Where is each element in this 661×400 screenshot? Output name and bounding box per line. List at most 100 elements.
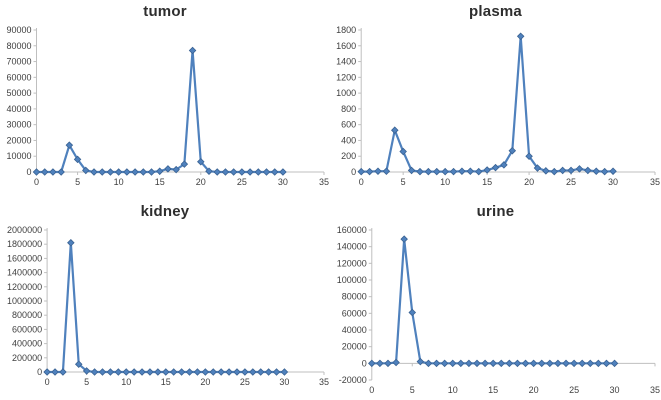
chart-plasma: plasma 0 200 400 600 800 1000 1200 1400 1600 1800… — [330, 0, 661, 200]
chart-title-tumor: tumor — [143, 3, 187, 20]
x-axis-tick-label: 15 — [488, 385, 498, 395]
data-point-marker — [32, 168, 41, 176]
data-point-marker — [122, 368, 130, 376]
y-axis-tick-label: 10000 — [6, 151, 31, 161]
data-point-marker — [602, 359, 611, 368]
data-point-marker — [162, 368, 170, 376]
chart-tumor: tumor 0 10000 20000 30000 40000 50000 60000 700… — [0, 0, 330, 200]
data-point-marker — [279, 168, 287, 176]
data-point-marker — [49, 168, 57, 176]
data-point-marker — [249, 368, 257, 376]
data-point-marker — [180, 160, 189, 168]
data-point-marker — [458, 167, 466, 175]
data-point-marker — [59, 368, 67, 376]
data-point-marker — [533, 164, 542, 172]
data-point-marker — [600, 167, 609, 176]
data-point-marker — [481, 359, 489, 368]
data-point-marker — [491, 163, 500, 172]
x-axis-tick-label: 20 — [529, 385, 539, 395]
y-axis-tick-label: 600000 — [12, 324, 42, 334]
data-point-marker — [130, 368, 138, 376]
series-line — [370, 238, 616, 365]
data-point-marker — [357, 167, 365, 176]
data-point-marker — [578, 359, 586, 368]
data-point-marker — [177, 368, 186, 376]
y-axis-tick-label: 200000 — [12, 353, 42, 363]
y-axis-tick-label: 20000 — [6, 135, 31, 145]
data-point-marker — [155, 167, 164, 175]
data-point-marker — [229, 168, 238, 176]
data-point-marker — [209, 368, 218, 376]
x-axis-tick-label: 30 — [608, 177, 618, 187]
data-point-marker — [558, 166, 567, 175]
y-axis-tick-label: 120000 — [337, 258, 367, 268]
data-point-marker — [440, 359, 449, 368]
data-point-marker — [594, 359, 603, 368]
data-point-marker — [154, 368, 162, 376]
data-point-marker — [542, 167, 550, 175]
data-point-marker — [65, 141, 74, 149]
data-point-marker — [382, 167, 391, 175]
series-line — [35, 49, 285, 174]
data-point-marker — [407, 166, 416, 175]
data-point-marker — [40, 168, 49, 176]
data-point-marker — [554, 359, 562, 368]
y-axis-tick-label: 80000 — [342, 292, 367, 302]
y-axis-tick-label: 60000 — [6, 72, 31, 82]
x-axis-tick-label: 10 — [121, 377, 131, 387]
y-axis-tick-label: 800000 — [12, 310, 42, 320]
data-point-marker — [205, 167, 213, 175]
y-axis-tick-label: 50000 — [6, 88, 31, 98]
x-axis-tick-label: 0 — [369, 385, 374, 395]
x-axis-tick-label: 30 — [278, 177, 288, 187]
plasma-plot-svg: 0 200 400 600 800 1000 1200 1400 1600 1800 0 5 10 15 2… — [336, 25, 660, 187]
y-axis-tick-label: 1200000 — [7, 282, 42, 292]
data-point-marker — [241, 368, 249, 376]
series-line — [45, 241, 286, 374]
y-axis-tick-label: 400 — [341, 135, 356, 145]
data-point-marker — [562, 359, 570, 368]
data-point-marker — [233, 368, 241, 376]
data-point-marker — [188, 46, 197, 55]
data-point-marker — [114, 368, 123, 376]
y-axis-tick-label: 1000000 — [7, 296, 42, 306]
data-point-marker — [505, 359, 514, 368]
data-point-marker — [262, 168, 271, 176]
data-point-marker — [270, 168, 279, 176]
data-point-marker — [213, 168, 221, 176]
data-point-marker — [609, 167, 617, 175]
data-point-marker — [74, 360, 83, 368]
y-axis-tick-label: 0 — [26, 167, 31, 177]
data-point-marker — [586, 359, 595, 368]
y-axis-tick-label: 1400000 — [7, 268, 42, 278]
y-axis-tick-label: 0 — [37, 367, 42, 377]
data-point-marker — [193, 368, 202, 376]
data-point-marker — [43, 368, 51, 376]
data-point-marker — [399, 147, 407, 156]
data-point-marker — [567, 166, 575, 175]
x-axis-tick-label: 20 — [196, 177, 206, 187]
data-point-marker — [98, 168, 106, 176]
data-point-marker — [82, 367, 91, 375]
x-axis-tick-label: 5 — [401, 177, 406, 187]
data-point-marker — [521, 359, 530, 368]
y-axis-tick-label: 40000 — [6, 104, 31, 114]
data-point-marker — [139, 168, 148, 176]
data-point-marker — [416, 357, 425, 366]
data-point-marker — [483, 166, 491, 174]
data-point-marker — [106, 368, 115, 376]
x-axis-tick-label: 35 — [650, 177, 660, 187]
series-line — [360, 35, 615, 173]
y-axis-tick-label: 100000 — [337, 275, 367, 285]
data-point-marker — [221, 168, 230, 176]
x-axis-tick-label: 10 — [114, 177, 124, 187]
data-point-marker — [374, 167, 382, 175]
data-point-marker — [392, 358, 400, 367]
data-point-marker — [516, 32, 525, 41]
data-point-marker — [123, 168, 131, 176]
y-axis-tick-label: 140000 — [337, 242, 367, 252]
x-axis-tick-label: 10 — [440, 177, 450, 187]
chart-urine: urine -20000 0 20000 40000 60000 80000 100000 1… — [330, 200, 661, 400]
data-point-marker — [550, 167, 559, 176]
data-point-marker — [432, 359, 441, 368]
